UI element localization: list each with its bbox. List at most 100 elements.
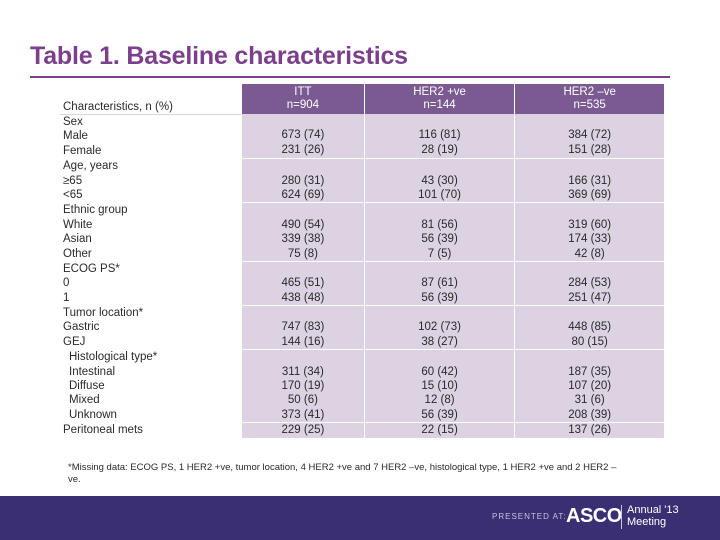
cell-value: 7 (5) xyxy=(427,247,452,260)
cell-value: 229 (25) xyxy=(281,424,325,437)
her2-negative-value-cell: 284 (53) 251 (47) xyxy=(515,261,665,307)
cell-value: 101 (70) xyxy=(418,188,461,201)
row-group-label: Tumor location* xyxy=(63,307,144,320)
her2-negative-value-cell: 448 (85) 80 (15) xyxy=(515,306,665,351)
header-her2-positive-name: HER2 +ve xyxy=(413,86,466,98)
cell-value: 87 (61) xyxy=(421,277,458,290)
row-sub-label: <65 xyxy=(63,188,83,201)
header-itt-n: n=904 xyxy=(286,99,320,111)
her2-negative-value-cell: 166 (31) 369 (69) xyxy=(515,159,665,204)
itt-value-cell: 490 (54) 339 (38) 75 (8) xyxy=(242,203,365,262)
cell-value: 208 (39) xyxy=(568,408,612,421)
itt-value-cell: 311 (34) 170 (19) 50 (6) 373 (41) xyxy=(242,350,365,424)
presented-at-label: PRESENTED AT: xyxy=(492,512,567,521)
her2-negative-value-cell: 187 (35) 107 (20) 31 (6) 208 (39) xyxy=(515,350,665,424)
cell-value xyxy=(515,114,664,128)
cell-value: 438 (48) xyxy=(281,291,325,304)
cell-value xyxy=(365,350,515,364)
cell-value xyxy=(515,203,664,217)
cell-value: 174 (33) xyxy=(568,233,612,246)
cell-value: 75 (8) xyxy=(287,247,318,260)
cell-value xyxy=(515,306,664,320)
row-sub-label: Male xyxy=(63,130,88,143)
itt-value-cell: 747 (83) 144 (16) xyxy=(242,306,365,351)
her2-positive-value-cell: 22 (15) xyxy=(364,423,516,439)
her2-positive-value-cell: 43 (30) 101 (70) xyxy=(364,159,516,204)
header-characteristics: Characteristics, n (%) xyxy=(60,84,242,114)
cell-value xyxy=(515,262,664,276)
row-sub-label: Asian xyxy=(63,233,92,246)
row-label-cell: Peritoneal mets xyxy=(60,423,242,439)
footer-bar xyxy=(0,496,720,540)
cell-value: 384 (72) xyxy=(568,129,612,142)
row-label-cell: Sex Male Female xyxy=(60,114,242,160)
row-sub-label: 1 xyxy=(63,291,70,304)
cell-value: 170 (19) xyxy=(281,380,325,393)
annual-meeting-line1: Annual '13 xyxy=(627,504,679,516)
header-her2-negative-name: HER2 –ve xyxy=(563,86,616,98)
cell-value xyxy=(242,262,364,276)
cell-value xyxy=(515,159,664,173)
row-group-label: Peritoneal mets xyxy=(63,424,143,437)
cell-value: 38 (27) xyxy=(421,335,458,348)
baseline-characteristics-table: Characteristics, n (%) ITT n=904 HER2 +v… xyxy=(60,84,665,439)
header-itt: ITT n=904 xyxy=(242,84,365,114)
cell-value: 80 (15) xyxy=(571,335,608,348)
row-sub-label: Female xyxy=(63,144,102,157)
cell-value: 339 (38) xyxy=(281,233,325,246)
title-divider xyxy=(30,76,670,78)
her2-negative-value-cell: 384 (72) 151 (28) xyxy=(515,114,665,160)
cell-value: 28 (19) xyxy=(421,143,458,156)
cell-value: 624 (69) xyxy=(281,188,325,201)
row-sub-label: 0 xyxy=(63,277,70,290)
cell-value: 151 (28) xyxy=(568,143,612,156)
row-label-cell: Histological type* Intestinal Diffuse Mixed… xyxy=(60,350,242,424)
cell-value: 369 (69) xyxy=(568,188,612,201)
table-row: Peritoneal mets 229 (25) 22 (15) 137 (26) xyxy=(60,423,665,439)
cell-value: 187 (35) xyxy=(568,365,612,378)
cell-value: 56 (39) xyxy=(421,291,458,304)
cell-value: 102 (73) xyxy=(418,321,461,334)
table-header-row: Characteristics, n (%) ITT n=904 HER2 +v… xyxy=(60,84,665,114)
cell-value: 107 (20) xyxy=(568,380,612,393)
cell-value: 284 (53) xyxy=(568,277,612,290)
cell-value: 166 (31) xyxy=(568,174,612,187)
cell-value: 56 (39) xyxy=(421,233,458,246)
row-sub-label: Gastric xyxy=(63,321,100,334)
row-group-label: Histological type* xyxy=(69,351,158,364)
cell-value: 747 (83) xyxy=(281,321,325,334)
row-group-label: Sex xyxy=(63,116,83,128)
cell-value: 42 (8) xyxy=(574,247,605,260)
header-itt-name: ITT xyxy=(294,86,312,98)
table-row: Age, years ≥65 <65 280 (31) 624 (69) 43 (30) 1… xyxy=(60,159,665,204)
table-row: ECOG PS* 0 1 465 (51) 438 (48) 87 (61) 56 (39)… xyxy=(60,261,665,307)
cell-value xyxy=(242,203,364,217)
cell-value: 673 (74) xyxy=(281,129,325,142)
row-sub-label: Other xyxy=(63,247,92,260)
row-sub-label: Mixed xyxy=(69,394,100,407)
cell-value: 60 (42) xyxy=(421,365,458,378)
her2-positive-value-cell: 81 (56) 56 (39) 7 (5) xyxy=(364,203,516,262)
row-sub-label: ≥65 xyxy=(63,174,83,187)
row-sub-label: Diffuse xyxy=(69,380,105,393)
logo-divider xyxy=(621,505,622,529)
row-sub-label: Intestinal xyxy=(69,365,116,378)
cell-value xyxy=(365,262,515,276)
table-row: Histological type* Intestinal Diffuse Mixed… xyxy=(60,350,665,424)
her2-positive-value-cell: 87 (61) 56 (39) xyxy=(364,261,516,307)
cell-value: 448 (85) xyxy=(568,321,612,334)
annual-meeting-line2: Meeting xyxy=(627,516,667,528)
cell-value xyxy=(242,114,364,128)
cell-value: 465 (51) xyxy=(281,277,325,290)
row-sub-label: White xyxy=(63,218,93,231)
page-title: Table 1. Baseline characteristics xyxy=(30,42,408,70)
cell-value: 31 (6) xyxy=(574,394,605,407)
cell-value: 81 (56) xyxy=(421,218,458,231)
row-sub-label: GEJ xyxy=(63,335,86,348)
cell-value xyxy=(365,203,515,217)
cell-value xyxy=(242,350,364,364)
header-her2-positive: HER2 +ve n=144 xyxy=(364,84,516,114)
cell-value: 490 (54) xyxy=(281,218,325,231)
row-sub-label: Unknown xyxy=(69,408,117,421)
table-body: Sex Male Female 673 (74) 231 (26) 116 (81) 28 … xyxy=(60,114,665,439)
